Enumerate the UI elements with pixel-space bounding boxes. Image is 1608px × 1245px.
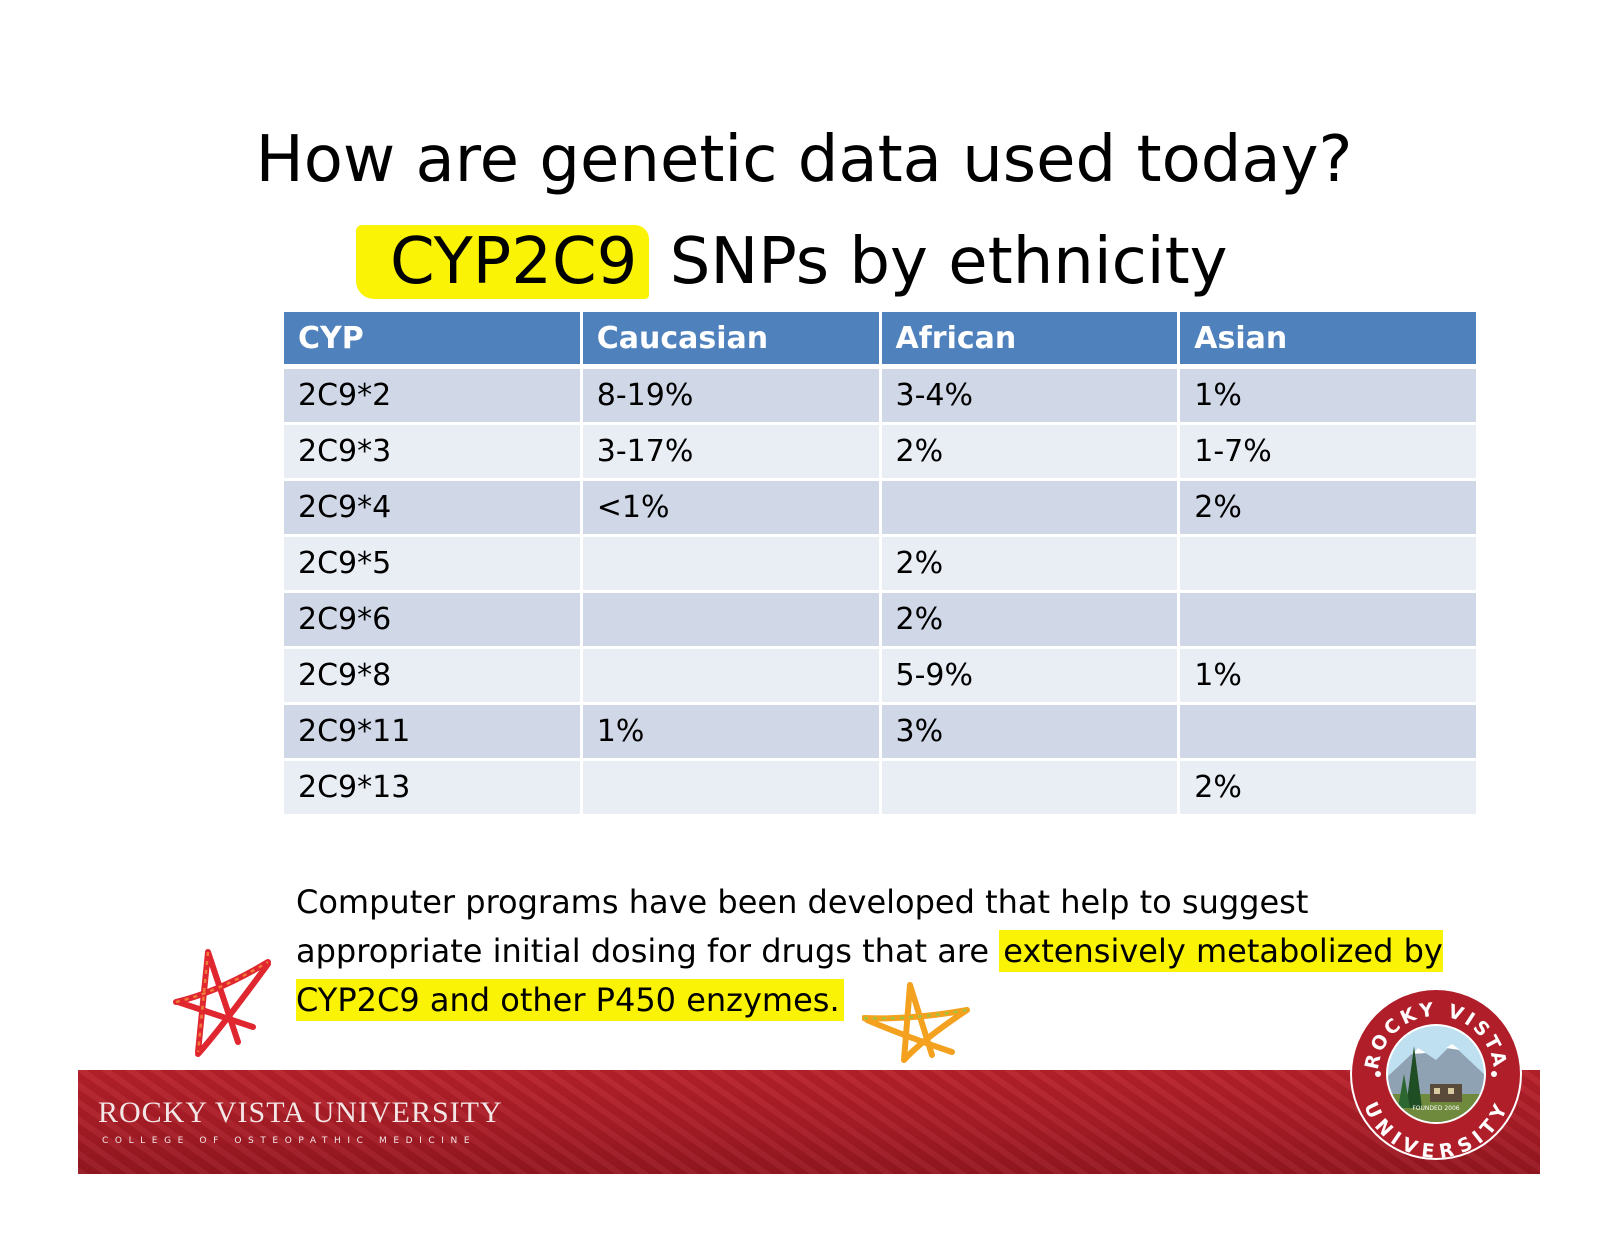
cell-caucasian xyxy=(579,758,882,817)
cell-asian: 1-7% xyxy=(1177,422,1479,481)
table-row: 2C9*2 8-19% 3-4% 1% xyxy=(281,365,1479,425)
cell-cyp: 2C9*4 xyxy=(281,478,583,537)
cell-caucasian: <1% xyxy=(579,478,882,537)
cell-cyp: 2C9*5 xyxy=(281,534,583,593)
table-row: 2C9*5 2% xyxy=(281,534,1479,593)
cell-african: 2% xyxy=(878,534,1181,593)
cell-asian xyxy=(1177,534,1479,593)
cell-asian: 1% xyxy=(1177,646,1479,705)
cell-asian xyxy=(1177,590,1479,649)
slide-title: How are genetic data used today? xyxy=(255,123,1353,197)
cell-african: 5-9% xyxy=(878,646,1181,705)
cell-african: 2% xyxy=(878,590,1181,649)
cell-caucasian xyxy=(579,646,882,705)
table-row: 2C9*6 2% xyxy=(281,590,1479,649)
footer-banner: ROCKY VISTA UNIVERSITY COLLEGE OF OSTEOP… xyxy=(78,1070,1540,1174)
slide-subtitle: CYP2C9 SNPs by ethnicity xyxy=(356,222,1228,302)
subtitle-highlight: CYP2C9 xyxy=(356,225,650,299)
cell-cyp: 2C9*13 xyxy=(281,758,583,817)
university-name: ROCKY VISTA UNIVERSITY xyxy=(98,1096,503,1129)
header-cyp: CYP xyxy=(281,309,583,369)
cell-cyp: 2C9*8 xyxy=(281,646,583,705)
cell-caucasian: 1% xyxy=(579,702,882,761)
cell-african: 3% xyxy=(878,702,1181,761)
table-row: 2C9*11 1% 3% xyxy=(281,702,1479,761)
header-asian: Asian xyxy=(1177,309,1479,369)
note-paragraph: Computer programs have been developed th… xyxy=(296,878,1496,1025)
college-name: COLLEGE OF OSTEOPATHIC MEDICINE xyxy=(102,1136,477,1146)
cell-african: 3-4% xyxy=(878,365,1181,425)
table-header-row: CYP Caucasian African Asian xyxy=(281,309,1479,369)
gold-star-doodle-icon xyxy=(862,982,970,1063)
cell-asian: 2% xyxy=(1177,478,1479,537)
cell-cyp: 2C9*2 xyxy=(281,365,583,425)
cell-cyp: 2C9*11 xyxy=(281,702,583,761)
note-text: Computer programs have been developed th… xyxy=(296,883,1309,970)
header-african: African xyxy=(878,309,1181,369)
snp-table: CYP Caucasian African Asian 2C9*2 8-19% … xyxy=(281,309,1479,817)
cell-african xyxy=(878,758,1181,817)
cell-caucasian: 3-17% xyxy=(579,422,882,481)
table-row: 2C9*13 2% xyxy=(281,758,1479,817)
cell-asian: 1% xyxy=(1177,365,1479,425)
red-star-doodle-icon xyxy=(173,949,271,1057)
subtitle-rest: SNPs by ethnicity xyxy=(649,225,1228,299)
cell-caucasian xyxy=(579,590,882,649)
cell-cyp: 2C9*6 xyxy=(281,590,583,649)
cell-caucasian xyxy=(579,534,882,593)
university-seal-logo: ROCKY VISTA UNIVERSITY FOUNDED 2006 xyxy=(1350,988,1522,1162)
header-caucasian: Caucasian xyxy=(579,309,882,369)
seal-founded-text: FOUNDED 2006 xyxy=(1412,1105,1459,1112)
cell-african: 2% xyxy=(878,422,1181,481)
cell-asian xyxy=(1177,702,1479,761)
table-row: 2C9*8 5-9% 1% xyxy=(281,646,1479,705)
table-row: 2C9*4 <1% 2% xyxy=(281,478,1479,537)
table-row: 2C9*3 3-17% 2% 1-7% xyxy=(281,422,1479,481)
cell-caucasian: 8-19% xyxy=(579,365,882,425)
cell-african xyxy=(878,478,1181,537)
cell-cyp: 2C9*3 xyxy=(281,422,583,481)
cell-asian: 2% xyxy=(1177,758,1479,817)
